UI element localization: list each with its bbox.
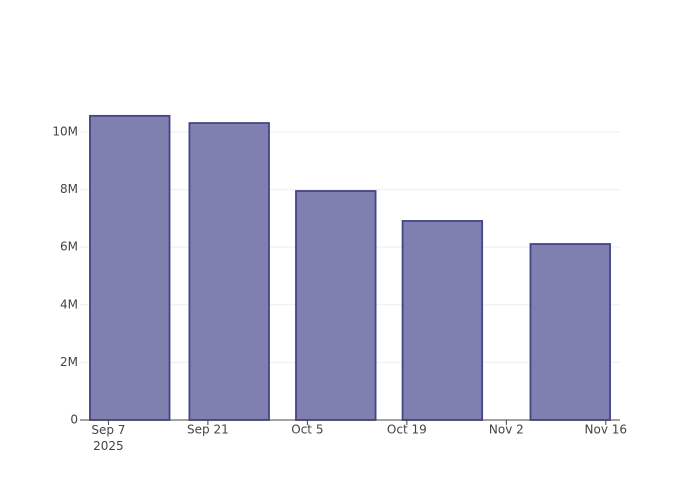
bar bbox=[401, 220, 484, 421]
y-tick-label: 0 bbox=[70, 413, 78, 427]
bar bbox=[529, 243, 611, 421]
y-tick-label: 8M bbox=[60, 182, 78, 196]
bar bbox=[295, 190, 377, 421]
x-tick-label: Nov 16 bbox=[585, 423, 628, 437]
y-tick-label: 2M bbox=[60, 355, 78, 369]
x-tick-label: Oct 19 bbox=[387, 423, 427, 437]
y-tick-label: 4M bbox=[60, 297, 78, 311]
x-tick-label: Sep 21 bbox=[187, 423, 229, 437]
bar bbox=[188, 122, 270, 421]
x-tick-label: Sep 7 2025 bbox=[91, 423, 125, 453]
y-tick-label: 10M bbox=[52, 124, 78, 138]
x-tick-label: Nov 2 bbox=[489, 423, 524, 437]
bar bbox=[89, 114, 171, 421]
x-tick-label: Oct 5 bbox=[291, 423, 323, 437]
y-tick-label: 6M bbox=[60, 240, 78, 254]
